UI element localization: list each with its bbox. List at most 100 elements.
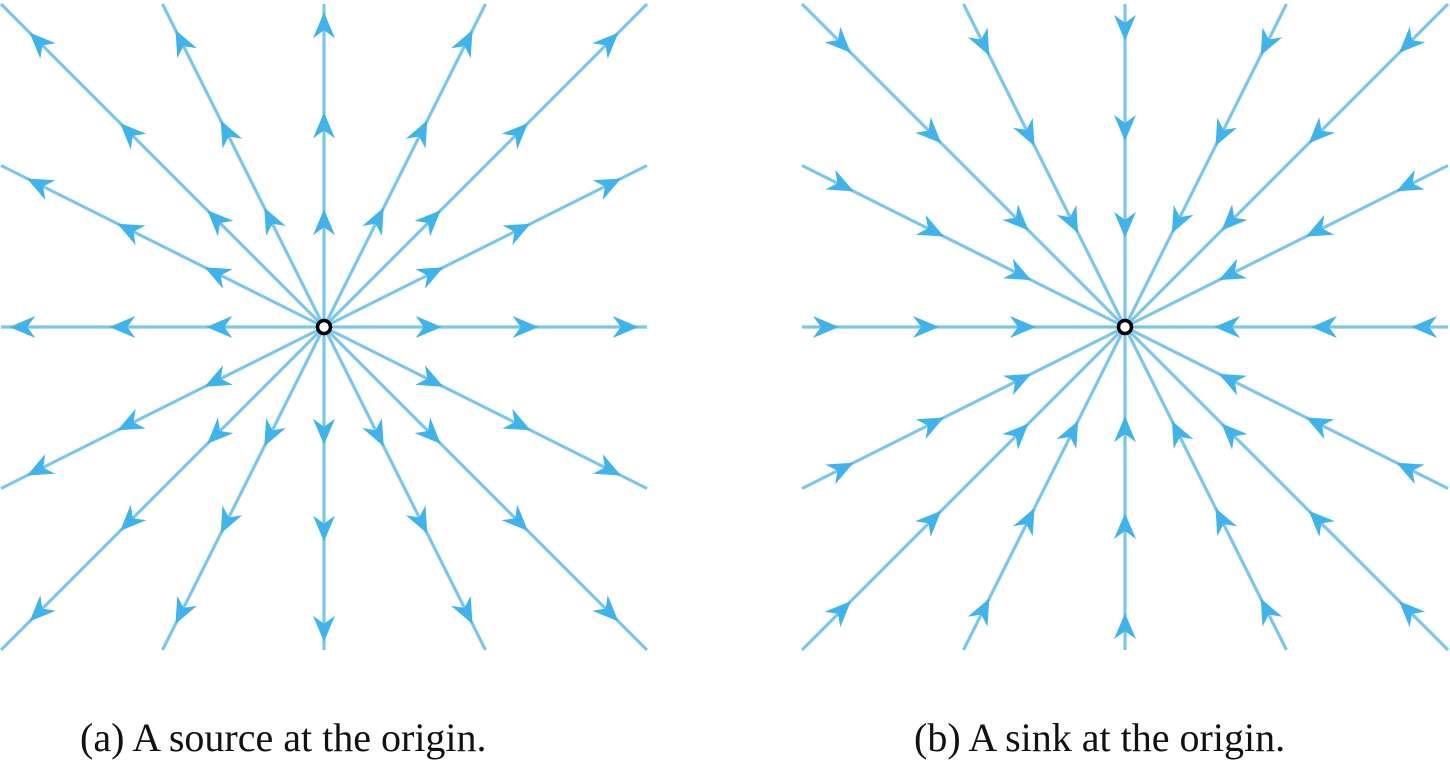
- arrowhead-b-2-1: [1308, 117, 1335, 144]
- trajectory-ray-a-2: [322, 2, 649, 329]
- arrowhead-a-3-1: [405, 120, 428, 149]
- arrowhead-a-4-0: [313, 209, 335, 236]
- trajectory-ray-b-7: [801, 164, 1126, 329]
- arrowhead-a-10-0: [207, 417, 234, 444]
- arrowhead-a-6-1: [120, 123, 147, 150]
- arrowhead-b-1-0: [1218, 258, 1247, 281]
- trajectory-ray-b-6: [800, 2, 1127, 329]
- trajectory-ray-a-13: [322, 326, 487, 651]
- arrowhead-a-15-1: [502, 408, 531, 431]
- trajectory-ray-a-11: [161, 326, 326, 651]
- arrowhead-a-9-2: [27, 454, 56, 476]
- origin-point-b: [1116, 318, 1134, 336]
- arrowhead-b-8-0: [1009, 316, 1036, 338]
- arrowhead-a-9-0: [204, 365, 233, 387]
- trajectory-ray-a-10: [0, 325, 326, 652]
- arrowhead-b-12-1: [1114, 513, 1136, 539]
- arrowhead-a-13-2: [451, 595, 473, 624]
- arrowhead-a-0-2: [612, 316, 639, 338]
- arrowhead-a-14-0: [414, 417, 441, 444]
- arrowhead-b-15-0: [1218, 373, 1247, 396]
- arrowhead-b-1-2: [1396, 169, 1425, 192]
- trajectory-ray-b-13: [1123, 326, 1288, 651]
- trajectory-ray-b-2: [1123, 2, 1450, 329]
- trajectory-ray-a-7: [0, 164, 325, 329]
- arrowhead-b-5-1: [1013, 117, 1035, 146]
- trajectory-ray-a-15: [323, 325, 648, 490]
- arrowhead-b-2-0: [1221, 204, 1248, 231]
- arrowhead-a-5-1: [220, 120, 243, 149]
- arrowhead-a-0-1: [512, 316, 539, 338]
- arrowhead-b-15-2: [1396, 462, 1425, 485]
- arrowhead-b-1-1: [1306, 215, 1335, 237]
- arrowhead-a-10-1: [120, 504, 147, 531]
- arrowhead-b-14-1: [1308, 510, 1335, 537]
- arrowhead-b-9-1: [915, 417, 944, 439]
- arrowhead-a-3-2: [451, 30, 473, 59]
- arrowhead-b-3-0: [1171, 205, 1194, 234]
- arrowhead-a-12-2: [313, 615, 335, 642]
- arrowhead-b-6-1: [915, 117, 942, 144]
- arrowhead-b-4-1: [1114, 115, 1136, 141]
- trajectory-ray-a-5: [161, 3, 326, 328]
- arrowhead-b-5-2: [967, 27, 990, 56]
- arrowhead-b-4-0: [1114, 211, 1136, 238]
- arrowhead-a-14-1: [501, 504, 528, 531]
- arrowhead-b-8-2: [812, 316, 839, 338]
- arrowhead-a-5-0: [264, 207, 286, 236]
- arrowhead-a-4-2: [313, 12, 335, 39]
- trajectory-ray-b-15: [1124, 325, 1449, 490]
- arrowhead-a-4-1: [313, 112, 335, 139]
- arrowhead-a-11-2: [175, 595, 197, 624]
- arrowhead-b-11-1: [1013, 508, 1035, 537]
- arrowhead-a-6-0: [207, 210, 234, 237]
- arrowhead-a-7-2: [27, 178, 56, 200]
- arrowhead-a-1-2: [592, 178, 621, 200]
- arrowhead-b-0-1: [1311, 316, 1337, 338]
- trajectory-ray-b-1: [1124, 164, 1449, 329]
- arrowhead-a-12-1: [313, 515, 335, 542]
- arrowhead-b-0-2: [1411, 316, 1438, 338]
- arrowhead-a-8-1: [109, 316, 136, 338]
- caption-sink: (b) A sink at the origin.: [914, 715, 1286, 760]
- arrowhead-b-3-1: [1215, 117, 1237, 146]
- arrowhead-a-13-0: [362, 418, 384, 447]
- arrowhead-a-10-2: [29, 595, 56, 622]
- caption-source: (a) A source at the origin.: [80, 715, 487, 760]
- arrowhead-b-9-0: [1003, 373, 1032, 396]
- arrowhead-a-3-0: [362, 207, 384, 236]
- arrowhead-b-10-0: [1002, 423, 1029, 450]
- arrowhead-b-7-1: [915, 215, 944, 237]
- arrowhead-a-9-1: [117, 408, 146, 431]
- trajectory-ray-a-6: [0, 2, 326, 329]
- arrowhead-b-8-1: [913, 316, 939, 338]
- arrowhead-a-11-1: [220, 505, 243, 534]
- arrowhead-b-7-2: [825, 169, 854, 192]
- arrowhead-b-15-1: [1306, 417, 1335, 439]
- origin-point-a: [315, 318, 333, 336]
- arrowhead-a-1-0: [415, 267, 444, 289]
- trajectory-ray-a-14: [322, 325, 649, 652]
- arrowhead-a-11-0: [264, 418, 286, 447]
- trajectory-ray-a-1: [323, 164, 648, 329]
- source-phase-portrait: [0, 2, 649, 652]
- arrowhead-b-6-2: [824, 26, 851, 53]
- arrowhead-b-3-2: [1260, 27, 1283, 56]
- arrowhead-b-14-0: [1221, 423, 1248, 450]
- arrowhead-b-13-2: [1260, 598, 1283, 627]
- arrowhead-b-12-2: [1114, 613, 1136, 640]
- trajectory-ray-b-3: [1123, 3, 1288, 328]
- arrowhead-a-8-0: [206, 316, 233, 338]
- trajectory-ray-b-5: [962, 3, 1127, 328]
- arrowhead-b-13-0: [1171, 420, 1194, 449]
- trajectory-ray-a-9: [0, 325, 325, 490]
- arrowhead-b-10-2: [824, 601, 851, 628]
- arrowhead-b-11-2: [967, 598, 990, 627]
- arrowhead-a-2-1: [501, 123, 528, 150]
- arrowhead-b-4-2: [1114, 14, 1136, 41]
- arrowhead-a-15-2: [592, 454, 621, 476]
- arrowhead-a-14-2: [592, 595, 619, 622]
- arrowhead-b-9-2: [825, 462, 854, 485]
- arrowhead-a-1-1: [502, 223, 531, 246]
